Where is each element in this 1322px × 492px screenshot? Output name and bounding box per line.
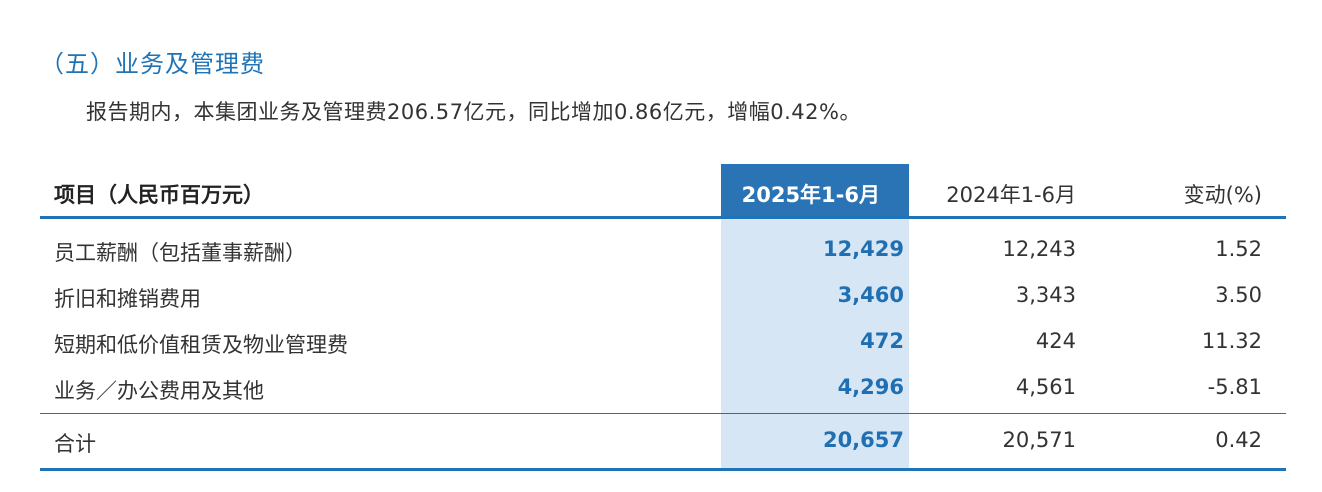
row-current: 4,296 (837, 375, 904, 399)
total-item: 合计 (54, 432, 96, 456)
current-period-header-background (721, 164, 909, 216)
bottom-rule (40, 468, 1286, 471)
total-rule (40, 413, 1286, 414)
row-change: -5.81 (1207, 375, 1262, 399)
row-item: 短期和低价值租赁及物业管理费 (54, 333, 348, 357)
row-previous: 12,243 (1002, 237, 1076, 261)
row-previous: 3,343 (1015, 283, 1076, 307)
row-change: 11.32 (1201, 329, 1262, 353)
row-previous: 4,561 (1015, 375, 1076, 399)
total-change: 0.42 (1215, 428, 1262, 452)
row-item: 业务／办公费用及其他 (54, 379, 264, 403)
header-current-period: 2025年1-6月 (741, 183, 880, 207)
header-item: 项目（人民币百万元） (54, 183, 264, 207)
section-title: （五）业务及管理费 (40, 50, 265, 78)
row-item: 员工薪酬（包括董事薪酬） (54, 241, 306, 265)
summary-paragraph: 报告期内，本集团业务及管理费206.57亿元，同比增加0.86亿元，增幅0.42… (86, 100, 861, 124)
header-previous-period: 2024年1-6月 (946, 183, 1076, 207)
total-previous: 20,571 (1002, 428, 1076, 452)
row-item: 折旧和摊销费用 (54, 287, 201, 311)
row-current: 12,429 (822, 237, 904, 261)
total-current: 20,657 (822, 428, 904, 452)
row-change: 1.52 (1215, 237, 1262, 261)
row-change: 3.50 (1215, 283, 1262, 307)
expense-table: 项目（人民币百万元） 2025年1-6月 2024年1-6月 变动(%) 员工薪… (40, 164, 1286, 472)
row-current: 3,460 (837, 283, 904, 307)
row-previous: 424 (1035, 329, 1076, 353)
header-change: 变动(%) (1183, 183, 1262, 207)
header-rule (40, 216, 1286, 219)
row-current: 472 (860, 329, 904, 353)
